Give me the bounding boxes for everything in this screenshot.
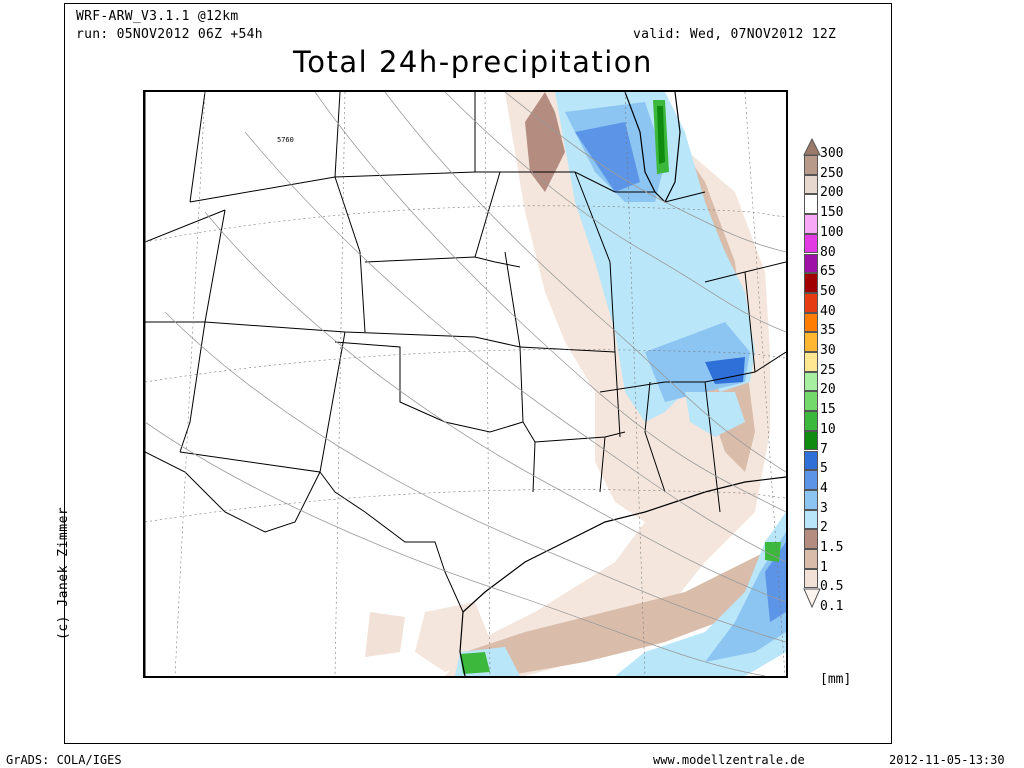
legend-swatch [804,430,818,451]
legend-swatch [804,352,818,372]
legend-swatch [804,155,818,175]
legend-label: 35 [820,323,836,339]
precip-green-layer [460,100,781,674]
plot-title: Total 24h-precipitation [293,45,653,79]
coastline [459,92,786,676]
legend-label: 100 [820,224,844,240]
legend-swatch [804,489,818,510]
legend-swatch [804,312,818,333]
legend-label: 4 [820,480,828,496]
legend-label: 30 [820,343,836,358]
legend-label: 1 [820,559,828,575]
legend-label: 5 [820,461,828,477]
legend-label: 65 [820,264,836,280]
footer-timestamp: 2012-11-05-13:30 [889,753,1005,767]
contour-label: 5760 [277,136,294,144]
legend-swatch [804,253,818,274]
footer-website: www.modellzentrale.de [653,753,805,767]
legend-swatch [804,292,818,313]
footer-software: GrADS: COLA/IGES [6,753,122,767]
valid-label: valid: Wed, 07NOV2012 12Z [633,27,837,42]
legend-swatch [804,470,818,490]
legend-swatch [804,411,818,431]
legend-swatch [804,214,818,234]
legend-label: 20 [820,382,836,398]
legend-label: 40 [820,303,836,319]
legend-label: 250 [820,165,844,181]
model-label: WRF-ARW_V3.1.1 @12km [76,9,239,24]
legend-swatch [804,450,818,471]
legend-swatch [804,194,818,215]
legend-swatch [804,391,818,412]
legend-swatch [804,529,818,549]
precipitation-map: 5760 [143,90,788,678]
legend-swatch [804,233,818,254]
legend-swatch [804,174,818,195]
legend-swatch [804,371,818,392]
legend-label: 0.5 [820,579,844,595]
plot-frame [64,3,892,744]
legend-label: 50 [820,283,836,299]
legend-label: 25 [820,362,836,378]
legend-swatch [804,509,818,530]
legend-label: 150 [820,205,844,221]
legend-swatch [804,332,818,352]
legend-label: 0.1 [820,599,844,615]
legend-label: 7 [820,441,828,457]
legend-label: 200 [820,185,844,201]
legend-label: 15 [820,402,836,418]
legend-swatch [804,568,818,589]
legend-unit: [mm] [820,672,852,687]
geopotential-contours [145,92,786,676]
legend-bottom-arrow [803,588,821,609]
legend-swatch [804,273,818,293]
legend-label: 10 [820,421,836,437]
run-label: run: 05NOV2012 06Z +54h [76,27,263,42]
legend-label: 2 [820,520,828,536]
legend-label: 80 [820,244,836,260]
latlon-grid [145,92,786,676]
legend-swatch [804,549,818,569]
legend-label: 3 [820,500,828,516]
legend-label: 1.5 [820,540,844,555]
author-credit: (c) Janek Zimmer [56,506,71,640]
legend-label: 300 [820,146,844,161]
